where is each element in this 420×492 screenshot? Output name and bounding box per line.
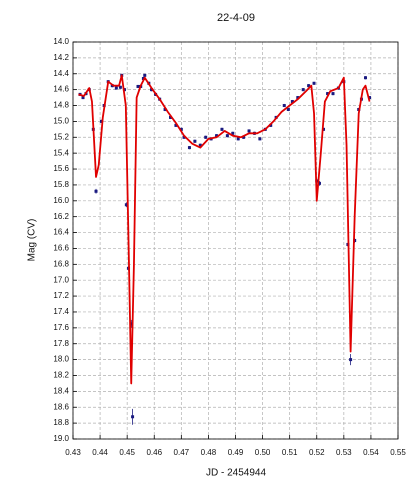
x-tick-label: 0.50: [255, 448, 271, 457]
data-point: [163, 107, 167, 111]
x-axis-label: JD - 2454944: [206, 468, 266, 479]
y-tick-label: 17.4: [53, 307, 69, 316]
y-tick-label: 18.0: [53, 355, 69, 364]
data-point: [286, 107, 290, 111]
x-tick-label: 0.51: [282, 448, 298, 457]
data-point: [307, 84, 311, 88]
y-tick-label: 19.0: [53, 434, 69, 443]
x-tick-label: 0.47: [174, 448, 190, 457]
data-point: [247, 129, 251, 133]
y-tick-label: 16.2: [53, 212, 69, 221]
data-point: [124, 203, 128, 207]
data-point: [368, 96, 372, 100]
data-point: [129, 322, 133, 326]
y-tick-label: 14.8: [53, 101, 69, 110]
data-point: [179, 127, 183, 131]
data-point: [204, 135, 208, 139]
data-point: [150, 88, 154, 92]
data-point: [317, 181, 321, 185]
y-tick-label: 17.0: [53, 275, 69, 284]
model-curve: [78, 74, 371, 385]
data-point: [118, 85, 122, 89]
data-point: [290, 100, 294, 104]
data-point: [174, 123, 178, 127]
y-tick-label: 18.8: [53, 418, 69, 427]
x-tick-label: 0.43: [65, 448, 81, 457]
x-tick-label: 0.48: [201, 448, 217, 457]
y-tick-label: 17.8: [53, 339, 69, 348]
data-point: [349, 358, 353, 362]
data-point: [198, 143, 202, 147]
y-tick-label: 16.8: [53, 259, 69, 268]
y-tick-label: 15.6: [53, 164, 69, 173]
data-point: [99, 119, 103, 123]
data-point: [169, 115, 172, 119]
data-point: [143, 73, 147, 77]
data-point: [312, 81, 316, 85]
y-tick-label: 17.6: [53, 323, 69, 332]
y-tick-label: 15.8: [53, 180, 69, 189]
data-point: [187, 146, 191, 150]
data-point: [81, 96, 85, 100]
data-point: [193, 139, 197, 143]
data-point: [296, 96, 300, 100]
data-point: [136, 84, 140, 88]
data-point: [331, 92, 335, 96]
data-point: [301, 88, 305, 92]
x-tick-label: 0.55: [390, 448, 406, 457]
data-point: [114, 86, 118, 90]
data-point: [269, 123, 273, 127]
y-tick-label: 14.2: [53, 53, 69, 62]
y-tick-label: 16.0: [53, 196, 69, 205]
data-point: [236, 137, 240, 141]
data-point: [231, 131, 235, 135]
x-tick-label: 0.53: [336, 448, 352, 457]
data-point: [182, 135, 186, 139]
data-point: [220, 127, 224, 131]
y-tick-label: 15.0: [53, 117, 69, 126]
data-point: [364, 76, 367, 80]
x-tick-label: 0.44: [92, 448, 108, 457]
y-tick-label: 18.2: [53, 371, 69, 380]
x-tick-label: 0.49: [228, 448, 244, 457]
data-point: [131, 415, 135, 419]
data-point: [258, 137, 262, 141]
data-point: [282, 104, 286, 108]
y-tick-label: 15.2: [53, 132, 69, 141]
y-tick-label: 17.2: [53, 291, 69, 300]
y-tick-label: 16.4: [53, 228, 69, 237]
y-tick-label: 15.4: [53, 148, 69, 157]
y-tick-label: 14.6: [53, 85, 69, 94]
y-axis-label: Mag (CV): [27, 219, 38, 262]
data-point: [225, 134, 229, 138]
x-tick-label: 0.52: [309, 448, 325, 457]
data-point: [242, 135, 246, 139]
x-tick-label: 0.45: [119, 448, 135, 457]
data-point: [326, 92, 330, 96]
y-tick-label: 14.0: [53, 37, 69, 46]
data-point: [215, 134, 219, 138]
x-tick-label: 0.54: [363, 448, 379, 457]
data-point: [94, 189, 98, 193]
y-tick-label: 16.6: [53, 244, 69, 253]
x-tick-label: 0.46: [146, 448, 162, 457]
y-tick-label: 18.4: [53, 386, 69, 395]
plot-frame: [72, 41, 399, 440]
chart-title: 22-4-09: [217, 12, 255, 24]
y-tick-label: 14.4: [53, 69, 69, 78]
y-tick-label: 18.6: [53, 402, 69, 411]
